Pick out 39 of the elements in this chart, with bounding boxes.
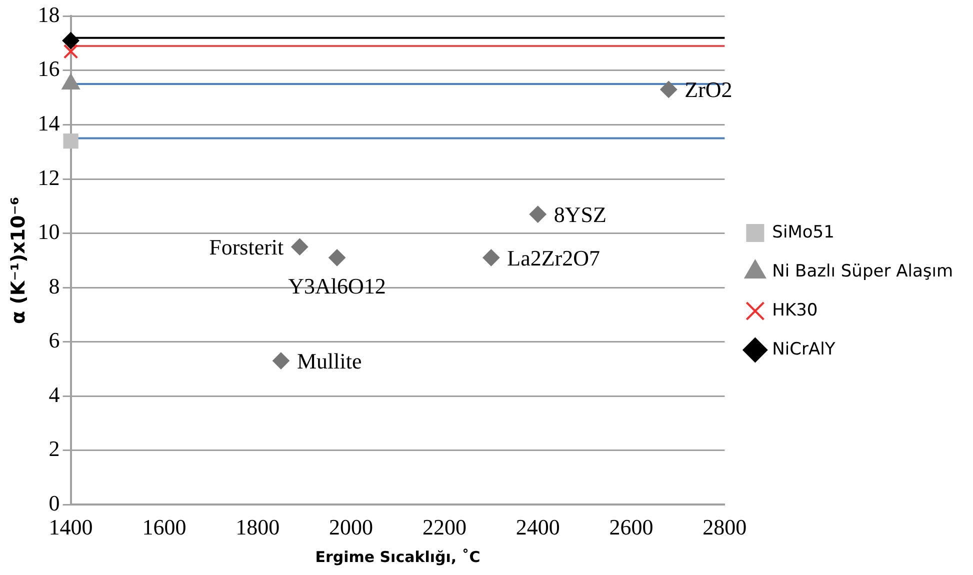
y-tick-label: 18 xyxy=(38,2,60,27)
point xyxy=(63,44,78,59)
y-tick-label: 2 xyxy=(48,436,60,462)
y-tick-label: 12 xyxy=(38,164,60,190)
x-axis-title: Ergime Sıcaklığı, ˚C xyxy=(315,548,480,566)
y-tick-label: 16 xyxy=(38,56,60,82)
y-tick-label: 14 xyxy=(38,110,60,136)
annotation: Mullite xyxy=(296,348,362,374)
point xyxy=(482,249,500,266)
x-tick-label: 1800 xyxy=(236,514,280,540)
point xyxy=(328,249,346,266)
point xyxy=(291,238,308,256)
y-tick-label: 6 xyxy=(48,328,60,353)
annotation: La2Zr2O7 xyxy=(507,245,600,270)
legend-label: NiCrAlY xyxy=(772,339,836,360)
point xyxy=(62,32,80,50)
legend-label: SiMo51 xyxy=(772,222,834,242)
x-tick-label: 1400 xyxy=(48,514,93,540)
x-tick-label: 1600 xyxy=(142,514,186,540)
x-tick-label: 2400 xyxy=(516,514,560,540)
y-axis-title: α (K⁻¹)x10⁻⁶ xyxy=(7,196,30,324)
point xyxy=(529,206,546,223)
y-tick-label: 4 xyxy=(48,382,60,407)
annotation: Y3Al6O12 xyxy=(288,273,386,298)
x-tick-label: 2800 xyxy=(702,514,747,540)
annotation: ZrO2 xyxy=(684,77,732,102)
annotation: 8YSZ xyxy=(554,202,606,228)
x-tick-label: 2600 xyxy=(609,514,654,540)
x-tick-label: 2200 xyxy=(422,514,466,540)
y-tick-label: 8 xyxy=(48,273,60,298)
y-tick-label: 0 xyxy=(48,490,60,516)
point xyxy=(660,80,678,98)
point xyxy=(272,352,290,370)
annotation: Forsterit xyxy=(209,234,284,260)
y-tick-label: 10 xyxy=(38,219,60,244)
x-tick-label: 2000 xyxy=(329,514,374,540)
point xyxy=(63,133,78,149)
legend-label: Ni Bazlı Süper Alaşım xyxy=(772,261,954,282)
legend-label: HK30 xyxy=(772,300,818,320)
